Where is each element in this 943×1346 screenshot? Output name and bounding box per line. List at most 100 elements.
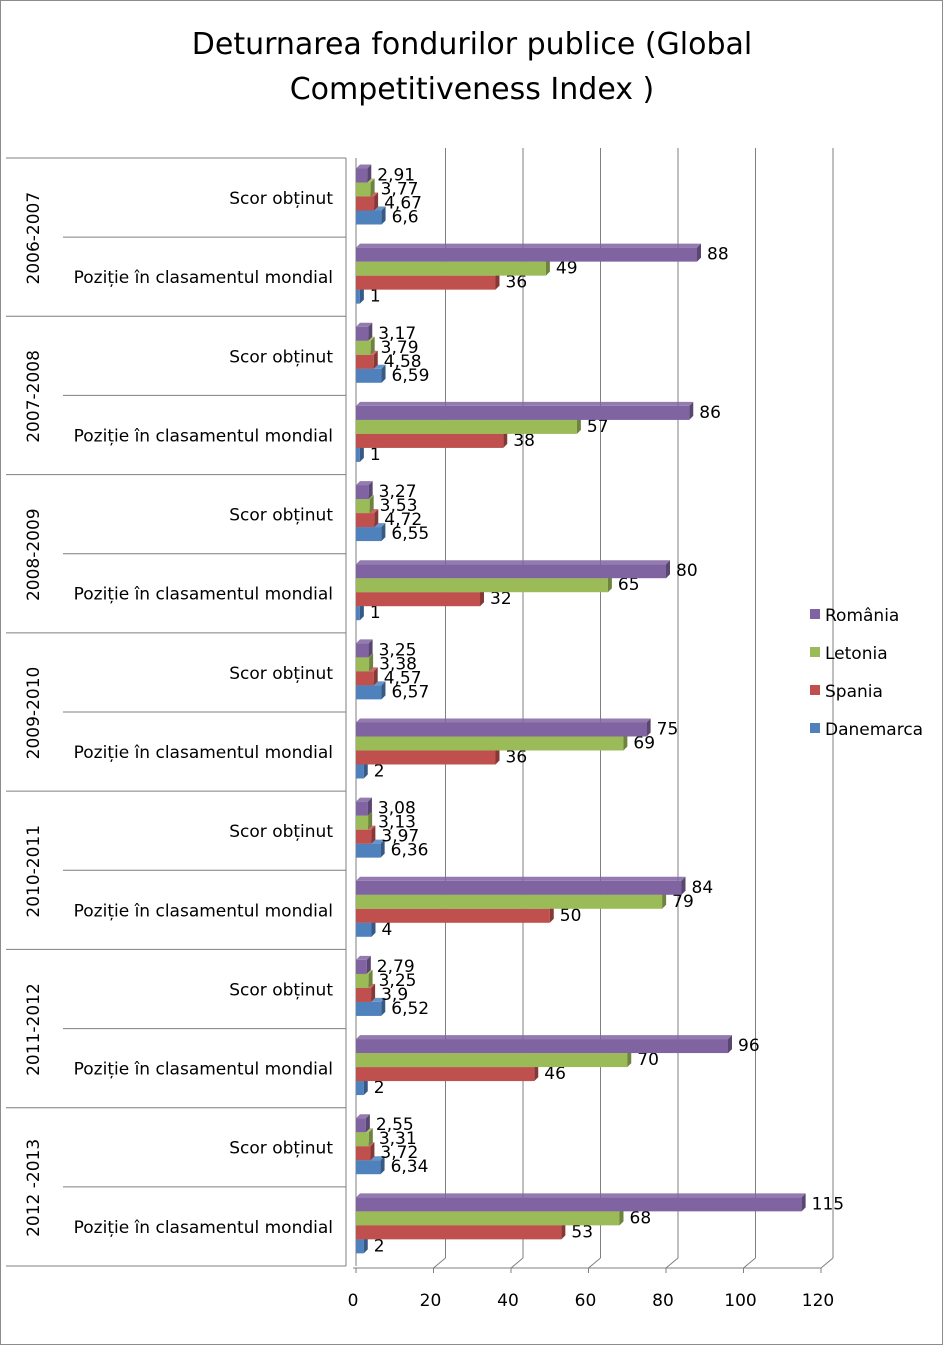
bar-side — [363, 1077, 368, 1096]
bar-danemarca — [356, 922, 372, 937]
bar-spania — [356, 1067, 535, 1082]
bar-românia — [356, 564, 666, 579]
row-label: Scor obținut — [229, 1139, 333, 1159]
data-label: 1 — [370, 287, 381, 307]
bar-side — [503, 429, 508, 448]
bar-side — [728, 1035, 732, 1054]
data-label: 75 — [657, 720, 679, 740]
data-label: 96 — [738, 1036, 760, 1056]
data-label: 3,17 — [378, 324, 416, 344]
row-label: Scor obținut — [229, 664, 333, 684]
data-label: 6,6 — [392, 208, 419, 228]
data-label: 2,79 — [377, 957, 415, 977]
period-label: 2006-2007 — [24, 192, 44, 285]
row-label: Poziție în clasamentul mondial — [74, 1218, 333, 1238]
data-label: 3,77 — [381, 180, 419, 200]
bar-top — [356, 401, 694, 406]
bar-spania — [356, 908, 550, 923]
bar-side — [381, 523, 386, 542]
bar-spania — [356, 275, 496, 290]
bar-side — [381, 997, 386, 1016]
x-tick-label: 0 — [348, 1291, 359, 1311]
period-label: 2008-2009 — [24, 508, 44, 601]
bar-top — [356, 876, 686, 881]
gridline-floor — [510, 1257, 524, 1269]
row-label: Scor obținut — [229, 506, 333, 526]
data-label: 68 — [630, 1208, 652, 1228]
bar-side — [646, 718, 651, 737]
data-label: 69 — [633, 734, 655, 754]
bar-letonia — [356, 419, 577, 434]
bar-side — [549, 904, 554, 923]
bar-letonia — [356, 578, 608, 593]
data-label: 32 — [490, 589, 512, 609]
bar-danemarca — [356, 368, 382, 383]
period-label: 2012 -2013 — [24, 1139, 44, 1237]
bar-danemarca — [356, 527, 382, 542]
data-label: 38 — [513, 431, 535, 451]
bar-spania — [356, 829, 372, 844]
bar-side — [368, 639, 373, 658]
bar-românia — [356, 959, 367, 974]
bar-românia — [356, 801, 368, 816]
bar-danemarca — [356, 289, 360, 304]
bar-top — [356, 1035, 732, 1040]
data-label: 1 — [370, 445, 381, 465]
bar-side — [374, 509, 379, 528]
bar-side — [381, 364, 386, 383]
gridline-floor — [665, 1257, 679, 1269]
period-label: 2009-2010 — [24, 667, 44, 760]
bar-românia — [356, 880, 682, 895]
data-label: 2,91 — [377, 166, 415, 186]
bar-spania — [356, 354, 374, 369]
bar-side — [363, 1235, 368, 1254]
bar-side — [368, 811, 373, 830]
x-tick-label: 40 — [497, 1291, 519, 1311]
bar-letonia — [356, 1053, 628, 1068]
data-label: 1 — [370, 603, 381, 623]
gridline-floor — [743, 1257, 756, 1269]
bar-side — [367, 797, 372, 816]
legend-label: România — [825, 606, 899, 626]
data-label: 3,27 — [379, 482, 417, 502]
bar-letonia — [356, 657, 370, 672]
bar-danemarca — [356, 1160, 381, 1175]
bar-side — [381, 681, 386, 700]
bar-letonia — [356, 894, 663, 909]
bar-spania — [356, 433, 504, 448]
row-label: Scor obținut — [229, 347, 333, 367]
bar-side — [373, 667, 378, 686]
data-label: 3,72 — [380, 1143, 418, 1163]
bar-side — [545, 257, 550, 276]
legend-label: Letonia — [825, 644, 888, 664]
data-label: 3,79 — [381, 338, 419, 358]
bar-spania — [356, 1146, 371, 1161]
bar-top — [356, 243, 701, 248]
bar-side — [689, 401, 694, 420]
row-label: Poziție în clasamentul mondial — [74, 1060, 333, 1080]
bar-side — [495, 746, 500, 765]
data-label: 3,31 — [379, 1129, 417, 1149]
bar-side — [662, 890, 667, 909]
data-label: 36 — [506, 273, 528, 293]
bar-spania — [356, 1225, 562, 1240]
bar-danemarca — [356, 1081, 364, 1096]
bar-side — [561, 1221, 566, 1240]
data-label: 84 — [692, 878, 714, 898]
row-label: Poziție în clasamentul mondial — [74, 743, 333, 763]
bar-side — [363, 760, 368, 779]
data-label: 3,08 — [378, 799, 416, 819]
bar-side — [381, 206, 386, 225]
bar-side — [666, 560, 670, 579]
bar-side — [380, 839, 385, 858]
bar-side — [369, 653, 374, 672]
legend-label: Danemarca — [825, 720, 923, 740]
row-label: Poziție în clasamentul mondial — [74, 426, 333, 446]
row-label: Scor obținut — [229, 980, 333, 1000]
bar-letonia — [356, 815, 369, 830]
bar-danemarca — [356, 210, 382, 225]
data-label: 6,36 — [391, 841, 429, 861]
bar-side — [681, 876, 686, 895]
bar-side — [370, 178, 375, 197]
data-label: 79 — [672, 892, 694, 912]
